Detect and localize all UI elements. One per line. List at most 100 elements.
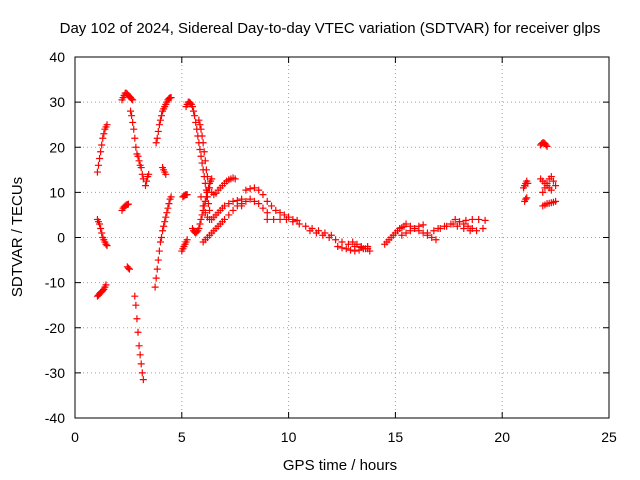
data-point xyxy=(357,243,365,251)
data-point xyxy=(200,148,208,156)
data-point xyxy=(167,193,175,201)
y-axis-label: SDTVAR / TECUs xyxy=(9,177,26,297)
data-point xyxy=(197,215,205,223)
data-point xyxy=(462,216,470,224)
data-point xyxy=(183,191,191,199)
series-arc1 xyxy=(93,121,111,176)
data-point xyxy=(133,315,141,323)
data-point xyxy=(136,351,144,359)
data-point xyxy=(293,216,301,224)
data-point xyxy=(255,200,263,208)
data-point xyxy=(102,281,110,289)
data-point xyxy=(96,220,104,228)
data-point xyxy=(451,215,459,223)
data-point xyxy=(199,202,207,210)
data-point xyxy=(411,224,419,232)
data-point xyxy=(127,107,135,115)
data-point xyxy=(201,209,209,217)
data-point xyxy=(468,215,476,223)
series-arc20 xyxy=(242,184,301,224)
data-point xyxy=(225,211,233,219)
y-tick-label: 30 xyxy=(49,94,65,110)
data-point xyxy=(137,164,145,172)
data-point xyxy=(344,240,352,248)
x-tick-label: 25 xyxy=(601,429,617,445)
data-point xyxy=(542,141,550,149)
data-point xyxy=(131,292,139,300)
data-point xyxy=(402,220,410,228)
data-point xyxy=(549,177,557,185)
series-arc34 xyxy=(537,139,551,150)
x-tick-label: 15 xyxy=(388,429,404,445)
data-point xyxy=(99,287,107,295)
data-point xyxy=(98,229,106,237)
data-point xyxy=(138,170,146,178)
data-point xyxy=(246,195,254,203)
data-point xyxy=(242,186,250,194)
data-point xyxy=(263,197,271,205)
data-point xyxy=(132,143,140,151)
plot-frame xyxy=(74,56,610,419)
y-tick-label: -10 xyxy=(45,275,65,291)
data-point xyxy=(263,215,271,223)
series-arc3 xyxy=(93,281,110,300)
data-point xyxy=(155,247,163,255)
data-point xyxy=(103,242,111,250)
data-point xyxy=(406,222,414,230)
data-point xyxy=(306,227,314,235)
series-arc25 xyxy=(349,238,374,255)
y-tick-label: -30 xyxy=(45,365,65,381)
data-marks xyxy=(93,89,560,384)
data-point xyxy=(124,264,132,272)
data-point xyxy=(428,234,436,241)
x-tick-label: 0 xyxy=(71,429,79,445)
data-point xyxy=(138,369,146,377)
series-arc2 xyxy=(93,215,111,250)
series-arc35 xyxy=(537,175,555,194)
data-point xyxy=(295,220,303,228)
data-point xyxy=(270,215,278,223)
series-arc8 xyxy=(131,292,147,384)
y-tick-label: 40 xyxy=(49,49,65,65)
data-point xyxy=(524,179,532,187)
data-point xyxy=(338,244,346,252)
data-point xyxy=(246,185,254,193)
data-point xyxy=(94,161,102,169)
data-point xyxy=(455,218,463,226)
data-point xyxy=(159,227,167,235)
data-point xyxy=(225,200,233,208)
data-point xyxy=(98,141,106,149)
data-point xyxy=(206,206,214,214)
data-point xyxy=(97,224,105,232)
data-point xyxy=(319,231,327,239)
data-point xyxy=(280,211,288,219)
data-point xyxy=(198,132,206,140)
data-point xyxy=(96,155,104,163)
data-point xyxy=(188,103,196,111)
series-arc32 xyxy=(520,177,532,192)
data-point xyxy=(208,175,216,183)
data-point xyxy=(351,247,359,255)
data-point xyxy=(353,240,361,248)
series-arc17 xyxy=(195,116,239,199)
data-point xyxy=(156,116,164,124)
data-point xyxy=(547,173,555,181)
data-point xyxy=(221,215,229,223)
x-tick-label: 5 xyxy=(178,429,186,445)
data-point xyxy=(342,245,350,253)
data-point xyxy=(102,240,110,248)
x-axis-label: GPS time / hours xyxy=(283,457,397,474)
data-point xyxy=(464,222,472,230)
data-point xyxy=(543,142,551,150)
data-point xyxy=(206,184,214,192)
data-point xyxy=(242,197,250,205)
series-arc26 xyxy=(381,222,408,248)
data-point xyxy=(361,245,369,253)
series-arc28 xyxy=(402,220,440,244)
data-point xyxy=(165,200,173,208)
data-point xyxy=(402,229,410,237)
data-point xyxy=(423,229,431,237)
data-point xyxy=(366,247,374,255)
y-tick-label: 10 xyxy=(49,184,65,200)
